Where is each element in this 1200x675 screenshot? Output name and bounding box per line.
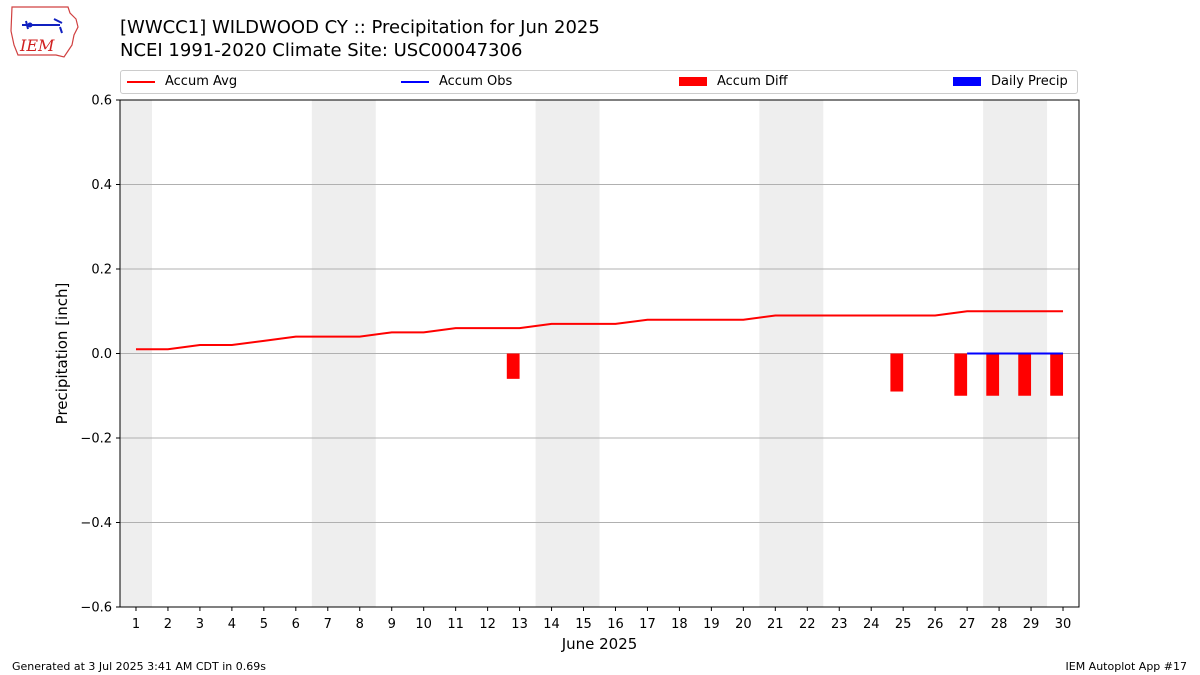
x-tick-label: 22 [799,617,816,632]
x-tick-label: 14 [543,617,560,632]
chart-legend: Accum Avg Accum Obs Accum Diff Daily Pre… [120,70,1078,94]
y-tick-label: 0.0 [91,347,112,362]
legend-label-daily-precip: Daily Precip [991,74,1068,89]
x-tick-label: 8 [356,617,364,632]
legend-swatch-accum-obs [401,80,429,83]
bar-accum-diff [1018,353,1032,396]
bar-accum-diff [506,353,520,379]
line-accum-avg [135,310,1064,351]
weekend-shade [311,100,376,607]
x-tick-label: 16 [607,617,624,632]
x-axis-label: June 2025 [561,635,638,653]
weather-symbols-icon [22,18,63,34]
legend-item-accum-avg: Accum Avg [127,74,237,89]
legend-swatch-accum-diff [679,77,707,86]
legend-item-accum-obs: Accum Obs [401,74,512,89]
x-tick-label: 10 [415,617,432,632]
y-tick-label: −0.2 [80,432,112,447]
y-axis-label: Precipitation [inch] [53,283,71,425]
legend-swatch-accum-avg [127,80,155,83]
x-tick-label: 24 [863,617,880,632]
x-tick-label: 27 [959,617,976,632]
x-tick-label: 6 [292,617,300,632]
iowa-outline-icon [10,6,79,58]
y-tick-label: −0.4 [80,516,112,531]
bar-accum-diff [1050,353,1064,396]
y-tick-label: 0.6 [91,94,112,109]
x-tick-label: 2 [164,617,172,632]
legend-label-accum-avg: Accum Avg [165,74,238,89]
x-tick-label: 18 [671,617,688,632]
legend-label-accum-diff: Accum Diff [717,74,788,89]
chart-title: [WWCC1] WILDWOOD CY :: Precipitation for… [120,17,600,38]
x-tick-label: 7 [324,617,332,632]
weekend-shade [535,100,600,607]
bar-accum-diff [890,353,904,392]
x-tick-label: 19 [703,617,720,632]
x-tick-label: 28 [991,617,1008,632]
footer-app-note: IEM Autoplot App #17 [1065,660,1188,673]
legend-label-accum-obs: Accum Obs [439,74,513,89]
x-tick-label: 20 [735,617,752,632]
x-tick-label: 12 [479,617,496,632]
x-tick-label: 25 [895,617,912,632]
x-tick-label: 5 [260,617,268,632]
logo-text: IEM [19,36,55,55]
legend-item-accum-diff: Accum Diff [679,74,788,89]
legend-item-daily-precip: Daily Precip [953,74,1068,89]
bar-accum-diff [986,353,1000,396]
y-tick-label: 0.2 [91,263,112,278]
x-tick-label: 26 [927,617,944,632]
x-tick-label: 1 [132,617,140,632]
x-tick-label: 11 [447,617,464,632]
x-tick-label: 23 [831,617,848,632]
y-tick-label: 0.4 [91,178,112,193]
footer-generated-note: Generated at 3 Jul 2025 3:41 AM CDT in 0… [12,660,266,673]
bar-accum-diff [954,353,968,396]
plot-area-frame [119,99,1080,608]
x-tick-label: 15 [575,617,592,632]
x-tick-label: 17 [639,617,656,632]
weekend-shade [983,100,1048,607]
x-tick-label: 29 [1023,617,1040,632]
x-tick-label: 9 [388,617,396,632]
x-tick-label: 3 [196,617,204,632]
x-tick-label: 4 [228,617,236,632]
x-tick-label: 30 [1055,617,1072,632]
weekend-shade [759,100,824,607]
chart-subtitle: NCEI 1991-2020 Climate Site: USC00047306 [120,40,523,61]
x-tick-label: 13 [511,617,528,632]
weekend-shade [120,100,152,607]
legend-swatch-daily-precip [953,77,981,86]
x-tick-label: 21 [767,617,784,632]
y-tick-label: −0.6 [80,601,112,616]
iem-logo: IEM [10,6,79,58]
